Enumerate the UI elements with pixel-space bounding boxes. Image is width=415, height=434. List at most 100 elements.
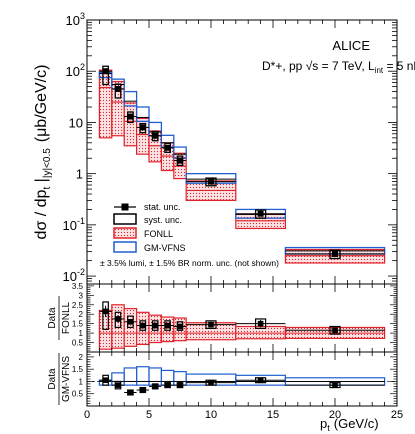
ratio-y-tick-label: 2 [79, 310, 84, 319]
y-tick-label: 102 [66, 62, 85, 79]
legend-stat-label: stat. unc. [144, 202, 181, 212]
theory-band [123, 367, 138, 386]
legend-syst-box [113, 213, 137, 225]
ratio-y-tick-label: 1.5 [72, 365, 84, 374]
experiment-label: ALICE [332, 38, 370, 53]
ratio-y-tick-label: 2 [79, 353, 84, 362]
data-point [115, 85, 121, 92]
ratio-point [115, 382, 121, 388]
x-tick-label: 25 [391, 409, 403, 421]
fonll-band [123, 102, 138, 147]
data-point [127, 113, 134, 120]
y-tick-label-base: 10 [69, 115, 83, 130]
ratio-point [208, 379, 214, 386]
data-point [164, 144, 171, 151]
ratio-point [140, 387, 146, 393]
x-tick-label: 0 [84, 409, 90, 421]
x-title-main: p [320, 416, 327, 431]
y-tick-label-exp: -1 [77, 216, 85, 226]
ratio-point [140, 322, 146, 329]
legend-gmvfns-box [113, 241, 137, 253]
x-tick-label: 10 [205, 409, 217, 421]
legend-gmvfns-label: GM-VFNS [144, 243, 186, 253]
legend-fonll-box [113, 227, 137, 239]
data-point [257, 210, 264, 217]
theory-band [148, 314, 162, 344]
y-tick-label: 10-1 [63, 216, 85, 233]
data-point [139, 124, 146, 131]
gmvfns-band [123, 90, 138, 107]
ratio-y-tick-label: 1 [79, 377, 84, 386]
ratio-point [127, 389, 134, 396]
system-label-lumi-sub: int [375, 66, 384, 75]
x-tick-label: 20 [329, 409, 341, 421]
ratio-point [257, 320, 264, 327]
y-tick-label: 10-2 [63, 267, 85, 284]
ratio-fonll-title-top: Data [47, 307, 58, 329]
system-label-main: D*+, pp √s = 7 TeV, L [262, 59, 375, 73]
ratio-fonll-title-bottom: FONLL [61, 301, 72, 334]
legend-syst-label: syst. unc. [144, 215, 182, 225]
ratio-point [152, 383, 158, 390]
ratio-y-tick-label: 0.5 [72, 339, 84, 348]
y-tick-label: 103 [66, 11, 85, 28]
ratio-fonll-y-ticks: 0.511.522.533.5 [72, 282, 397, 353]
y-title-main: dσ / dp [33, 189, 50, 239]
ratio-point [332, 327, 338, 334]
ratio-point [152, 322, 158, 329]
ratio-point [115, 316, 121, 322]
y-tick-label-base: 10 [63, 218, 77, 233]
x-tick-label: 5 [146, 409, 152, 421]
data-point [177, 157, 183, 164]
legend-stat-marker [121, 203, 129, 211]
x-title-units: (GeV/c) [334, 416, 379, 431]
y-tick-label-base: 10 [63, 269, 77, 284]
data-syst-box [102, 65, 109, 86]
ratio-point [177, 323, 183, 330]
y-tick-label-exp: 2 [80, 62, 85, 72]
ratio-y-tick-label: 1 [79, 329, 84, 338]
ratio-syst-box [102, 301, 109, 330]
y-title-range: |y|<0.5 [42, 148, 53, 178]
x-axis-title: pt (GeV/c) [320, 416, 379, 433]
y-tick-label: 10 [69, 115, 83, 130]
x-title-sub: t [327, 423, 330, 433]
ratio-point [332, 382, 338, 388]
legend: stat. unc. syst. unc. FONLL GM-VFNS ± 3.… [100, 202, 279, 268]
data-point [102, 68, 109, 75]
ratio-y-tick-label: 0.5 [72, 390, 84, 399]
x-tick-label: 15 [267, 409, 279, 421]
y-title-sub: t [42, 187, 53, 190]
y-tick-label: 1 [76, 167, 83, 182]
theory-band [136, 311, 150, 346]
ratio-gmvfns-title-top: Data [47, 368, 58, 390]
main-y-axis-title: dσ / dpt ||y|<0.5 (μb/GeV/c) [33, 65, 53, 240]
theory-band [148, 367, 162, 386]
fonll-band [98, 69, 113, 139]
gmvfns-band [135, 106, 150, 122]
ratio-point [102, 308, 109, 315]
data-point [208, 178, 214, 185]
main-marks [98, 65, 386, 264]
y-tick-label-exp: 3 [80, 11, 85, 21]
ratio-gmvfns-marks [87, 366, 397, 396]
ratio-gmvfns-panel: 0.511.52 0 5 10 15 20 25 Data GM-VFNS pt (GeV/… [47, 20, 403, 433]
ratio-y-tick-label: 3.5 [72, 282, 84, 291]
data-point [152, 132, 159, 139]
ratio-point [164, 322, 171, 329]
ratio-gmvfns-y-ticks: 0.5 1 1.5 2 [72, 351, 397, 407]
ratio-y-tick-label: 2.5 [72, 301, 84, 310]
system-label-value: = 5 nb [383, 59, 415, 73]
ratio-point [257, 377, 264, 384]
y-tick-label-exp: -2 [77, 267, 85, 277]
system-label: D*+, pp √s = 7 TeV, Lint = 5 nb-1 [262, 58, 415, 75]
ratio-y-tick-label: 3 [79, 291, 84, 300]
ratio-fonll-panel: 0.511.522.533.5 Data FONLL [47, 282, 398, 353]
ratio-point [102, 377, 109, 384]
y-title-bar: | [33, 178, 50, 187]
y-tick-label-base: 1 [76, 167, 83, 182]
x-ticks: 0 5 10 15 20 25 [84, 20, 403, 421]
